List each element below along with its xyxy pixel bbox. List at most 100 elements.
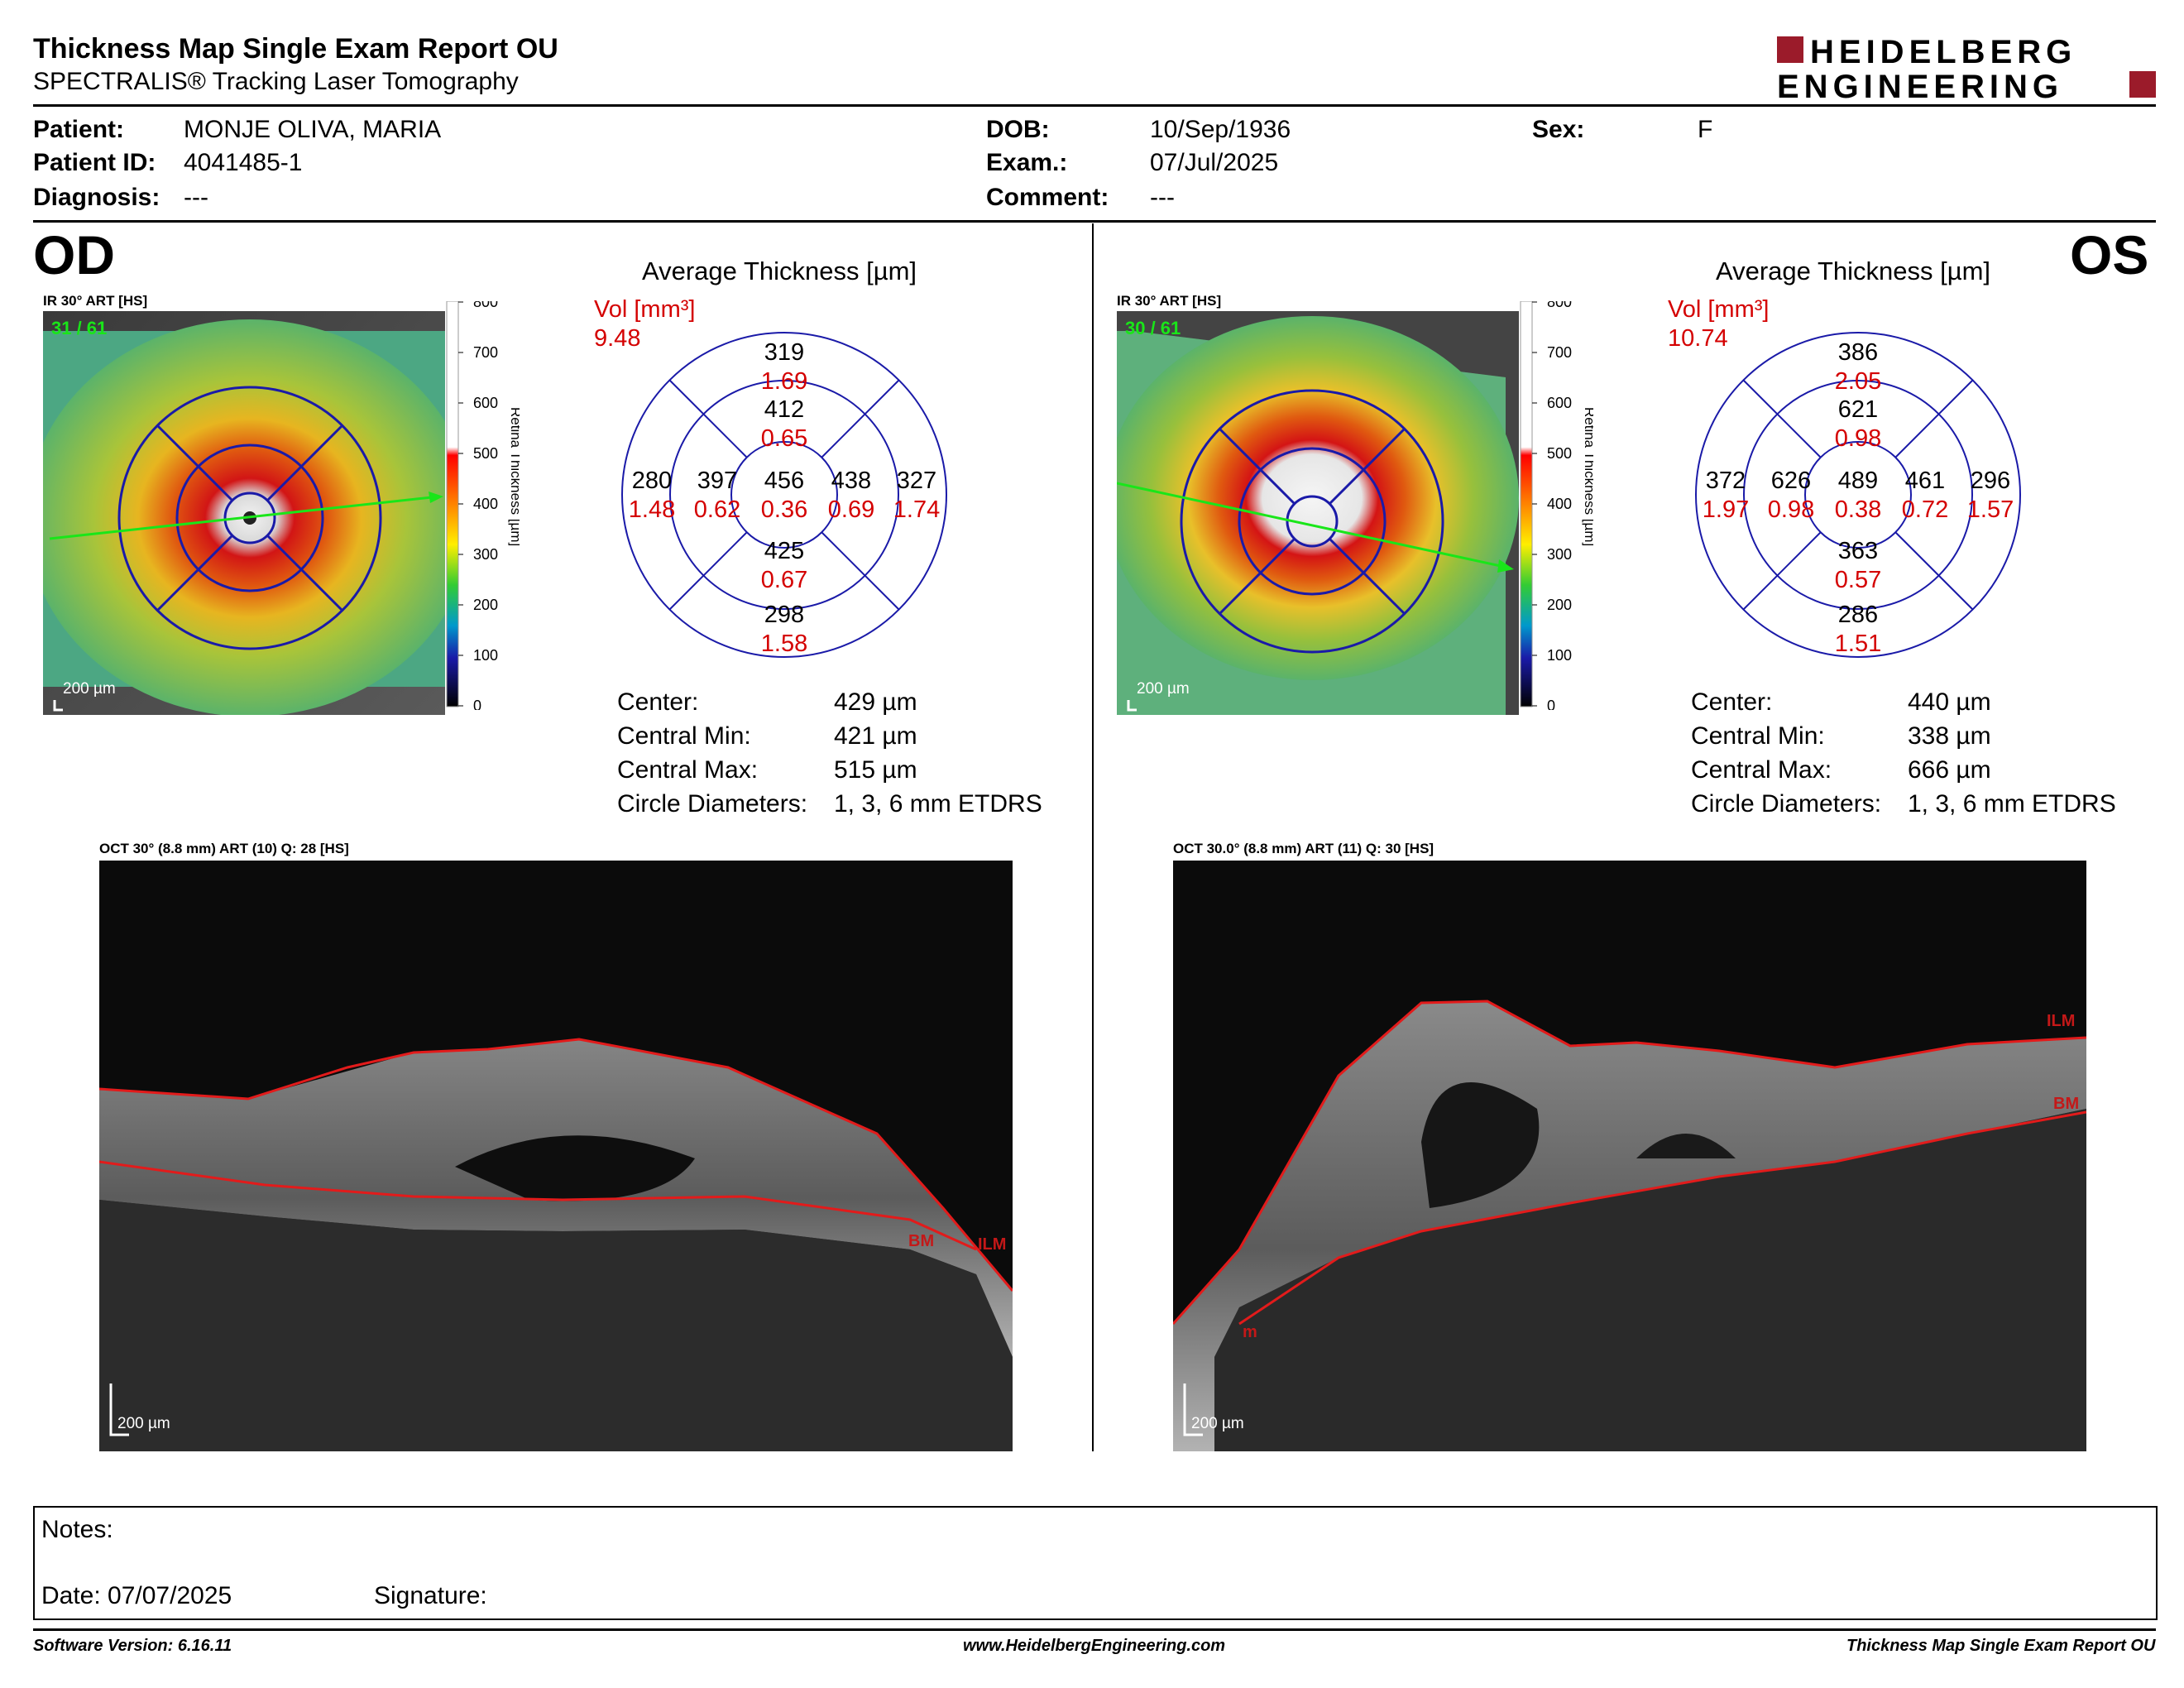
od-outer-sup-thk: 319 xyxy=(764,339,804,366)
scale-tick: 500 xyxy=(473,445,498,462)
scale-title: Retina Thickness [µm] xyxy=(508,407,520,546)
od-center-vol: 0.36 xyxy=(761,496,807,523)
od-center-label: Center: xyxy=(617,688,699,716)
scale-title: Retina Thickness [µm] xyxy=(1582,407,1593,546)
os-center-value: 440 µm xyxy=(1908,688,1991,716)
scale-tick: 300 xyxy=(1547,546,1572,563)
os-oct-scalebar: 200 µm xyxy=(1191,1415,1244,1432)
os-inner-nasal-thk: 461 xyxy=(1905,468,1945,494)
scale-tick: 300 xyxy=(473,546,498,563)
scale-tick: 800 xyxy=(1547,301,1572,310)
os-ir-label: IR 30° ART [HS] xyxy=(1117,293,1222,309)
od-inner-nasal-thk: 438 xyxy=(831,468,871,494)
os-color-scale: 800 700 600 500 400 300 200 100 0 Retina… xyxy=(1519,294,1597,714)
logo-line-2: ENGINEERING xyxy=(1777,69,2063,99)
os-thickness-map: 30 / 61 200 µm xyxy=(1117,311,1519,715)
os-center-label: Center: xyxy=(1691,688,1773,716)
os-inner-sup-thk: 621 xyxy=(1838,396,1878,423)
scale-tick: 400 xyxy=(473,496,498,512)
os-avg-title: Average Thickness [µm] xyxy=(1716,257,1991,285)
sex-label: Sex: xyxy=(1532,116,1585,143)
diagnosis-value: --- xyxy=(184,184,208,211)
os-inner-temp-thk: 626 xyxy=(1771,468,1811,494)
scale-tick: 200 xyxy=(473,597,498,613)
exam-label: Exam.: xyxy=(986,149,1068,176)
os-outer-inf-vol: 1.51 xyxy=(1835,631,1881,657)
od-oct-scalebar: 200 µm xyxy=(117,1415,170,1432)
od-inner-sup-vol: 0.65 xyxy=(761,425,807,452)
od-outer-nasal-thk: 327 xyxy=(897,468,936,494)
os-min-value: 338 µm xyxy=(1908,722,1991,750)
od-oct-bscan: BM ILM 200 µm xyxy=(99,861,1013,1451)
scale-tick: 400 xyxy=(1547,496,1572,512)
od-color-scale: 800 700 600 500 400 300 200 100 0 Retina… xyxy=(445,294,524,714)
scale-tick: 100 xyxy=(1547,647,1572,664)
os-outer-temp-thk: 372 xyxy=(1706,468,1746,494)
os-inner-nasal-vol: 0.72 xyxy=(1902,496,1948,523)
os-center-vol: 0.38 xyxy=(1835,496,1881,523)
os-outer-inf-thk: 286 xyxy=(1838,602,1878,628)
patient-name: MONJE OLIVA, MARIA xyxy=(184,116,442,143)
od-inner-inf-thk: 425 xyxy=(764,538,804,564)
os-frame-counter: 30 / 61 xyxy=(1125,318,1181,338)
header-rule xyxy=(33,104,2156,107)
od-thickness-map: 31 / 61 200 µm xyxy=(43,311,445,715)
heidelberg-logo: HEIDELBERG ENGINEERING xyxy=(1777,33,2156,105)
sex-value: F xyxy=(1698,116,1713,143)
od-inner-sup-thk: 412 xyxy=(764,396,804,423)
info-rule xyxy=(33,220,2156,223)
scale-tick: 700 xyxy=(1547,344,1572,361)
os-diam-label: Circle Diameters: xyxy=(1691,790,1882,818)
report-subtitle: SPECTRALIS® Tracking Laser Tomography xyxy=(33,68,519,95)
os-outer-sup-thk: 386 xyxy=(1838,339,1878,366)
os-min-label: Central Min: xyxy=(1691,722,1825,750)
od-outer-temp-thk: 280 xyxy=(632,468,672,494)
od-eye-label: OD xyxy=(33,224,115,285)
os-center-thk: 489 xyxy=(1838,468,1878,494)
od-avg-title: Average Thickness [µm] xyxy=(642,257,917,285)
od-center-value: 429 µm xyxy=(834,688,917,716)
notes-box[interactable]: Notes: Date: 07/07/2025 Signature: xyxy=(33,1506,2158,1620)
eye-divider xyxy=(1092,223,1094,1451)
od-outer-inf-thk: 298 xyxy=(764,602,804,628)
os-eye-label: OS xyxy=(2070,224,2149,285)
website-link[interactable]: www.HeidelbergEngineering.com xyxy=(963,1637,1226,1655)
comment-value: --- xyxy=(1150,184,1175,211)
od-etdrs-grid: Vol [mm³] 9.48 319 1.69 412 0.65 456 0.3… xyxy=(592,291,983,665)
report-title: Thickness Map Single Exam Report OU xyxy=(33,33,558,65)
os-outer-sup-vol: 2.05 xyxy=(1835,368,1881,395)
od-center-thk: 456 xyxy=(764,468,804,494)
od-ir-label: IR 30° ART [HS] xyxy=(43,293,148,309)
os-inner-temp-vol: 0.98 xyxy=(1768,496,1814,523)
od-oct-tag-bm: BM xyxy=(908,1232,934,1250)
dob-label: DOB: xyxy=(986,116,1050,143)
os-map-scalebar: 200 µm xyxy=(1137,680,1190,698)
od-outer-temp-vol: 1.48 xyxy=(629,496,675,523)
os-oct-tag-ilm: ILM xyxy=(2047,1012,2075,1030)
scale-tick: 600 xyxy=(1547,395,1572,411)
footer-rule xyxy=(33,1628,2156,1631)
logo-line-1: HEIDELBERG xyxy=(1810,34,2076,70)
od-outer-sup-vol: 1.69 xyxy=(761,368,807,395)
od-oct-tag-ilm: ILM xyxy=(978,1235,1006,1254)
od-inner-temp-vol: 0.62 xyxy=(694,496,740,523)
od-inner-inf-vol: 0.67 xyxy=(761,567,807,593)
od-min-label: Central Min: xyxy=(617,722,751,750)
os-inner-inf-thk: 363 xyxy=(1838,538,1878,564)
notes-label: Notes: xyxy=(41,1516,113,1543)
od-map-scalebar: 200 µm xyxy=(63,680,116,698)
os-oct-bscan: ILM BM m 200 µm xyxy=(1173,861,2086,1451)
scale-tick: 200 xyxy=(1547,597,1572,613)
od-inner-temp-thk: 397 xyxy=(697,468,737,494)
os-max-value: 666 µm xyxy=(1908,756,1991,784)
scale-tick: 700 xyxy=(473,344,498,361)
os-inner-sup-vol: 0.98 xyxy=(1835,425,1881,452)
os-oct-tag-bm: BM xyxy=(2053,1095,2079,1113)
os-outer-temp-vol: 1.97 xyxy=(1703,496,1749,523)
od-max-value: 515 µm xyxy=(834,756,917,784)
dob-value: 10/Sep/1936 xyxy=(1150,116,1291,143)
od-max-label: Central Max: xyxy=(617,756,759,784)
os-diam-value: 1, 3, 6 mm ETDRS xyxy=(1908,790,2116,818)
comment-label: Comment: xyxy=(986,184,1109,211)
scale-tick: 0 xyxy=(473,698,481,710)
